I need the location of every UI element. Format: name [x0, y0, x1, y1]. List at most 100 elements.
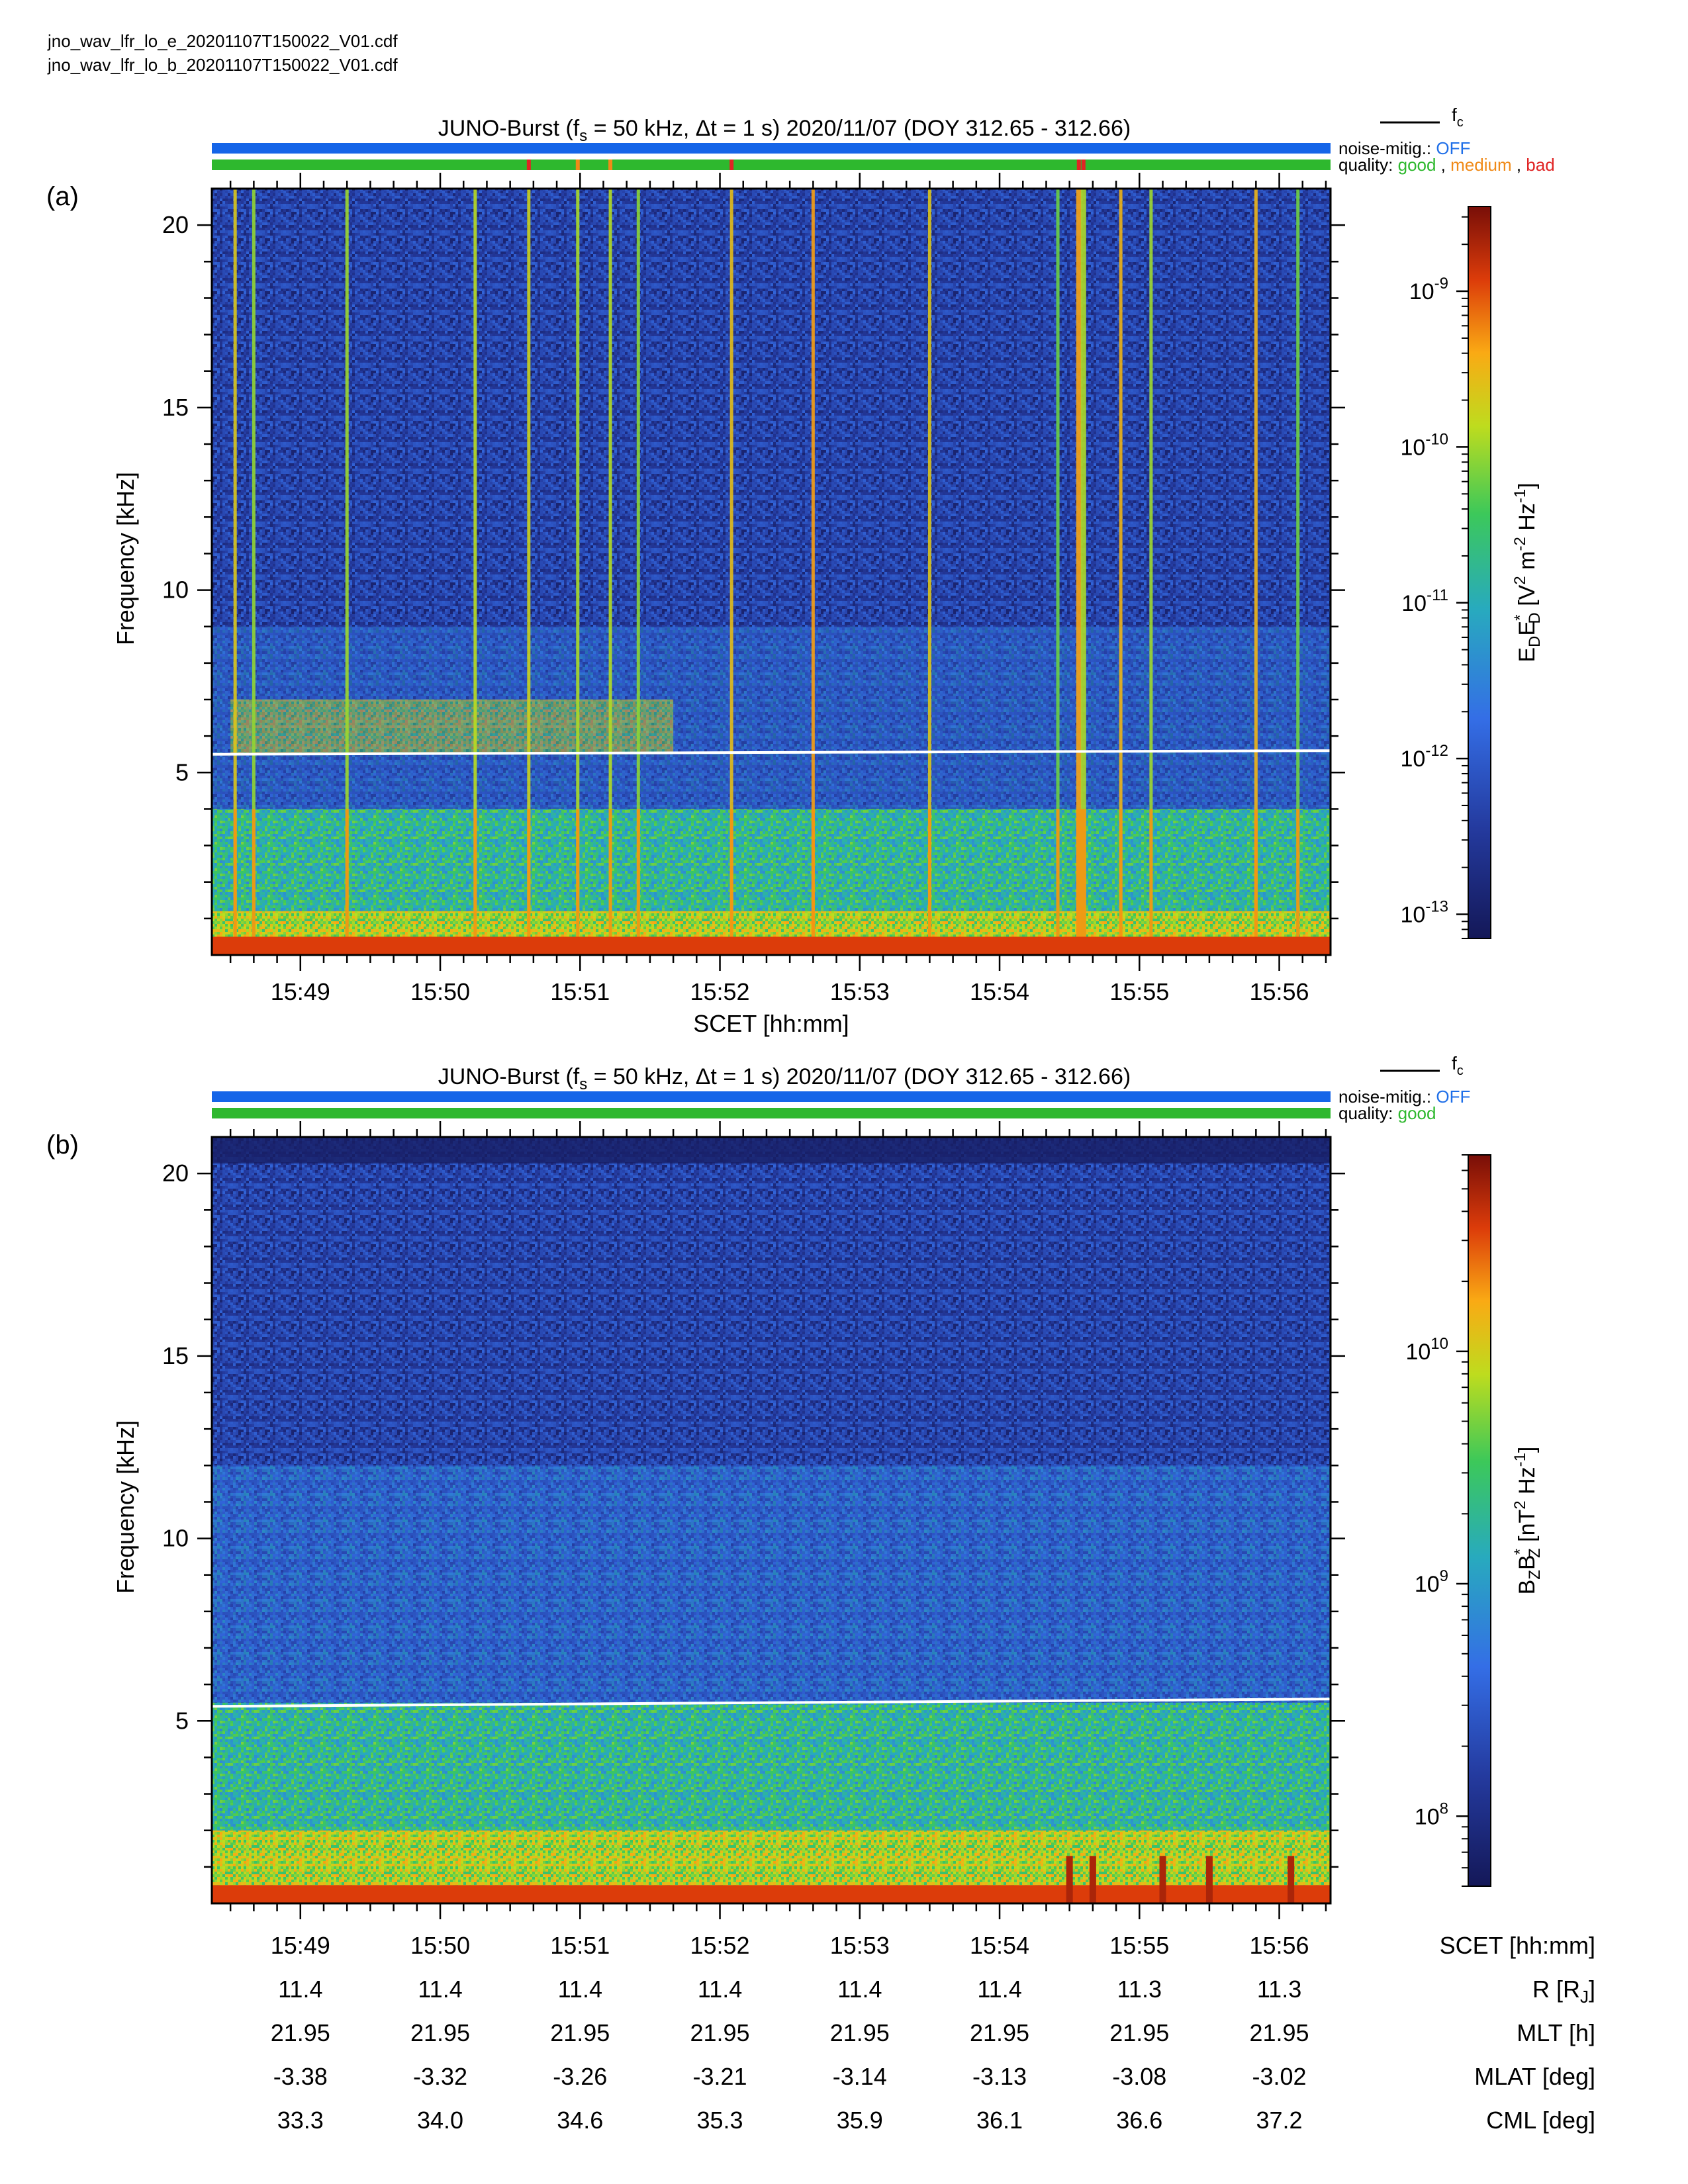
burst-line-low: [927, 809, 931, 955]
quality-flag: [575, 159, 580, 170]
ephemeris-value: 11.3: [1117, 1976, 1162, 2003]
ephemeris-value: 21.95: [550, 2019, 610, 2046]
burst-line: [345, 189, 349, 955]
plot-frame: [211, 187, 1332, 956]
fc-legend-label: fc: [1452, 1053, 1464, 1078]
colorbar-label: BZB*Z [nT2 Hz-1]: [1511, 1447, 1544, 1595]
burst-line-low: [252, 809, 256, 955]
burst-line: [927, 189, 931, 955]
burst-line-low: [576, 809, 580, 955]
plot-frame: [211, 1136, 1332, 1905]
ephemeris-value: 21.95: [1249, 2019, 1309, 2046]
colorbar-tick-label: 10-13: [1400, 898, 1448, 928]
ephemeris-value: 21.95: [970, 2019, 1029, 2046]
ephemeris-value: -3.14: [833, 2063, 887, 2090]
ephemeris-value: -3.02: [1252, 2063, 1307, 2090]
lowest-band: [212, 1830, 1331, 1889]
y-axis-label: Frequency [kHz]: [112, 1420, 139, 1594]
mid-band: [212, 1465, 1331, 1703]
chart-title: JUNO-Burst (fs = 50 kHz, Δt = 1 s) 2020/…: [438, 116, 1131, 145]
ephemeris-value: 21.95: [410, 2019, 470, 2046]
burst-line-low: [473, 809, 477, 955]
ephemeris-label: MLT [h]: [1517, 2019, 1595, 2046]
x-axis-label: SCET [hh:mm]: [693, 1010, 849, 1037]
burst-line-low: [233, 809, 237, 955]
colorbar-tick-label: 108: [1415, 1799, 1448, 1829]
burst-line: [1056, 189, 1060, 955]
low-freq-burst: [1288, 1856, 1295, 1903]
colorbar-tick-label: 10-10: [1400, 430, 1448, 460]
burst-line: [576, 189, 580, 955]
burst-line-low: [1119, 809, 1123, 955]
ephemeris-value: 11.3: [1257, 1976, 1301, 2003]
ephemeris-value: 11.4: [698, 1976, 742, 2003]
colorbar-tick-label: 109: [1415, 1567, 1448, 1597]
low-freq-burst: [1089, 1856, 1096, 1903]
quality-flag: [1076, 159, 1081, 170]
ephemeris-label: SCET [hh:mm]: [1440, 1932, 1595, 1959]
low-freq-burst: [1066, 1856, 1073, 1903]
colorbar: [1468, 1154, 1491, 1887]
quality-flag: [729, 159, 734, 170]
burst-line-low: [729, 809, 733, 955]
ephemeris-value: -3.32: [413, 2063, 467, 2090]
colorbar-tick-label: 10-12: [1400, 742, 1448, 772]
y-tick-label: 5: [175, 1707, 189, 1734]
colorbar-label: EDE*D [V2 m-2 Hz-1]: [1511, 482, 1544, 662]
ephemeris-value: 15:55: [1109, 1932, 1169, 1959]
ephemeris-value: 11.4: [278, 1976, 322, 2003]
x-tick-label: 15:53: [830, 978, 890, 1005]
ephemeris-value: 33.3: [277, 2107, 324, 2134]
ephemeris-table: 15:49 15:50 15:51 15:52 15:53 15:54 15:55 15:56…: [271, 1932, 1595, 2134]
ephemeris-value: 11.4: [418, 1976, 462, 2003]
y-tick-label: 10: [162, 576, 189, 604]
y-tick-label: 20: [162, 1160, 189, 1187]
x-tick-label: 15:56: [1249, 978, 1309, 1005]
quality-flag: [608, 159, 613, 170]
panel-b: (b) JUNO-Burst (fs = 50 kHz, Δt = 1 s) 20…: [46, 1053, 1544, 1919]
burst-line-low: [636, 809, 640, 955]
colorbar: [1468, 206, 1491, 939]
quality-legend: quality: good: [1338, 1103, 1436, 1123]
ephemeris-value: 15:53: [830, 1932, 890, 1959]
ephemeris-value: 35.3: [697, 2107, 743, 2134]
noise-mitigation-legend: noise-mitig.: OFF: [1338, 138, 1470, 158]
burst-line: [1080, 189, 1086, 955]
y-tick-label: 15: [162, 1342, 189, 1369]
ephemeris-value: -3.08: [1112, 2063, 1166, 2090]
y-tick-label: 5: [175, 758, 189, 786]
panel-label: (a): [46, 182, 79, 211]
ephemeris-value: 21.95: [690, 2019, 749, 2046]
ephemeris-value: 36.1: [976, 2107, 1023, 2134]
quality-legend: quality: good , medium , bad: [1338, 155, 1555, 175]
burst-line: [1149, 189, 1153, 955]
lowest-band: [212, 911, 1331, 940]
burst-line: [473, 189, 477, 955]
burst-line: [252, 189, 256, 955]
quality-bar: [212, 1108, 1331, 1118]
fc-line: [211, 749, 1331, 756]
ephemeris-value: 11.4: [977, 1976, 1021, 2003]
colorbar-tick-label: 10-11: [1401, 586, 1448, 616]
burst-line: [729, 189, 733, 955]
y-tick-label: 10: [162, 1525, 189, 1552]
noise-mitigation-bar: [212, 1091, 1331, 1102]
burst-line: [1119, 189, 1123, 955]
burst-line-low: [527, 809, 531, 955]
ephemeris-value: 15:50: [410, 1932, 470, 1959]
bottom-band: [212, 1885, 1331, 1903]
burst-line: [1076, 189, 1082, 955]
quality-bar: [212, 159, 1331, 170]
top-band: [212, 1137, 1331, 1163]
ephemeris-value: 21.95: [271, 2019, 330, 2046]
noise-mitigation-legend: noise-mitig.: OFF: [1338, 1087, 1470, 1107]
x-tick-label: 15:51: [550, 978, 610, 1005]
ephemeris-label: R [RJ]: [1532, 1976, 1595, 2007]
emission-band: [230, 700, 674, 754]
bottom-band: [212, 936, 1331, 955]
ephemeris-label: CML [deg]: [1486, 2107, 1595, 2134]
ephemeris-value: 11.4: [837, 1976, 882, 2003]
burst-line-low: [1076, 809, 1082, 955]
ephemeris-value: -3.13: [972, 2063, 1027, 2090]
